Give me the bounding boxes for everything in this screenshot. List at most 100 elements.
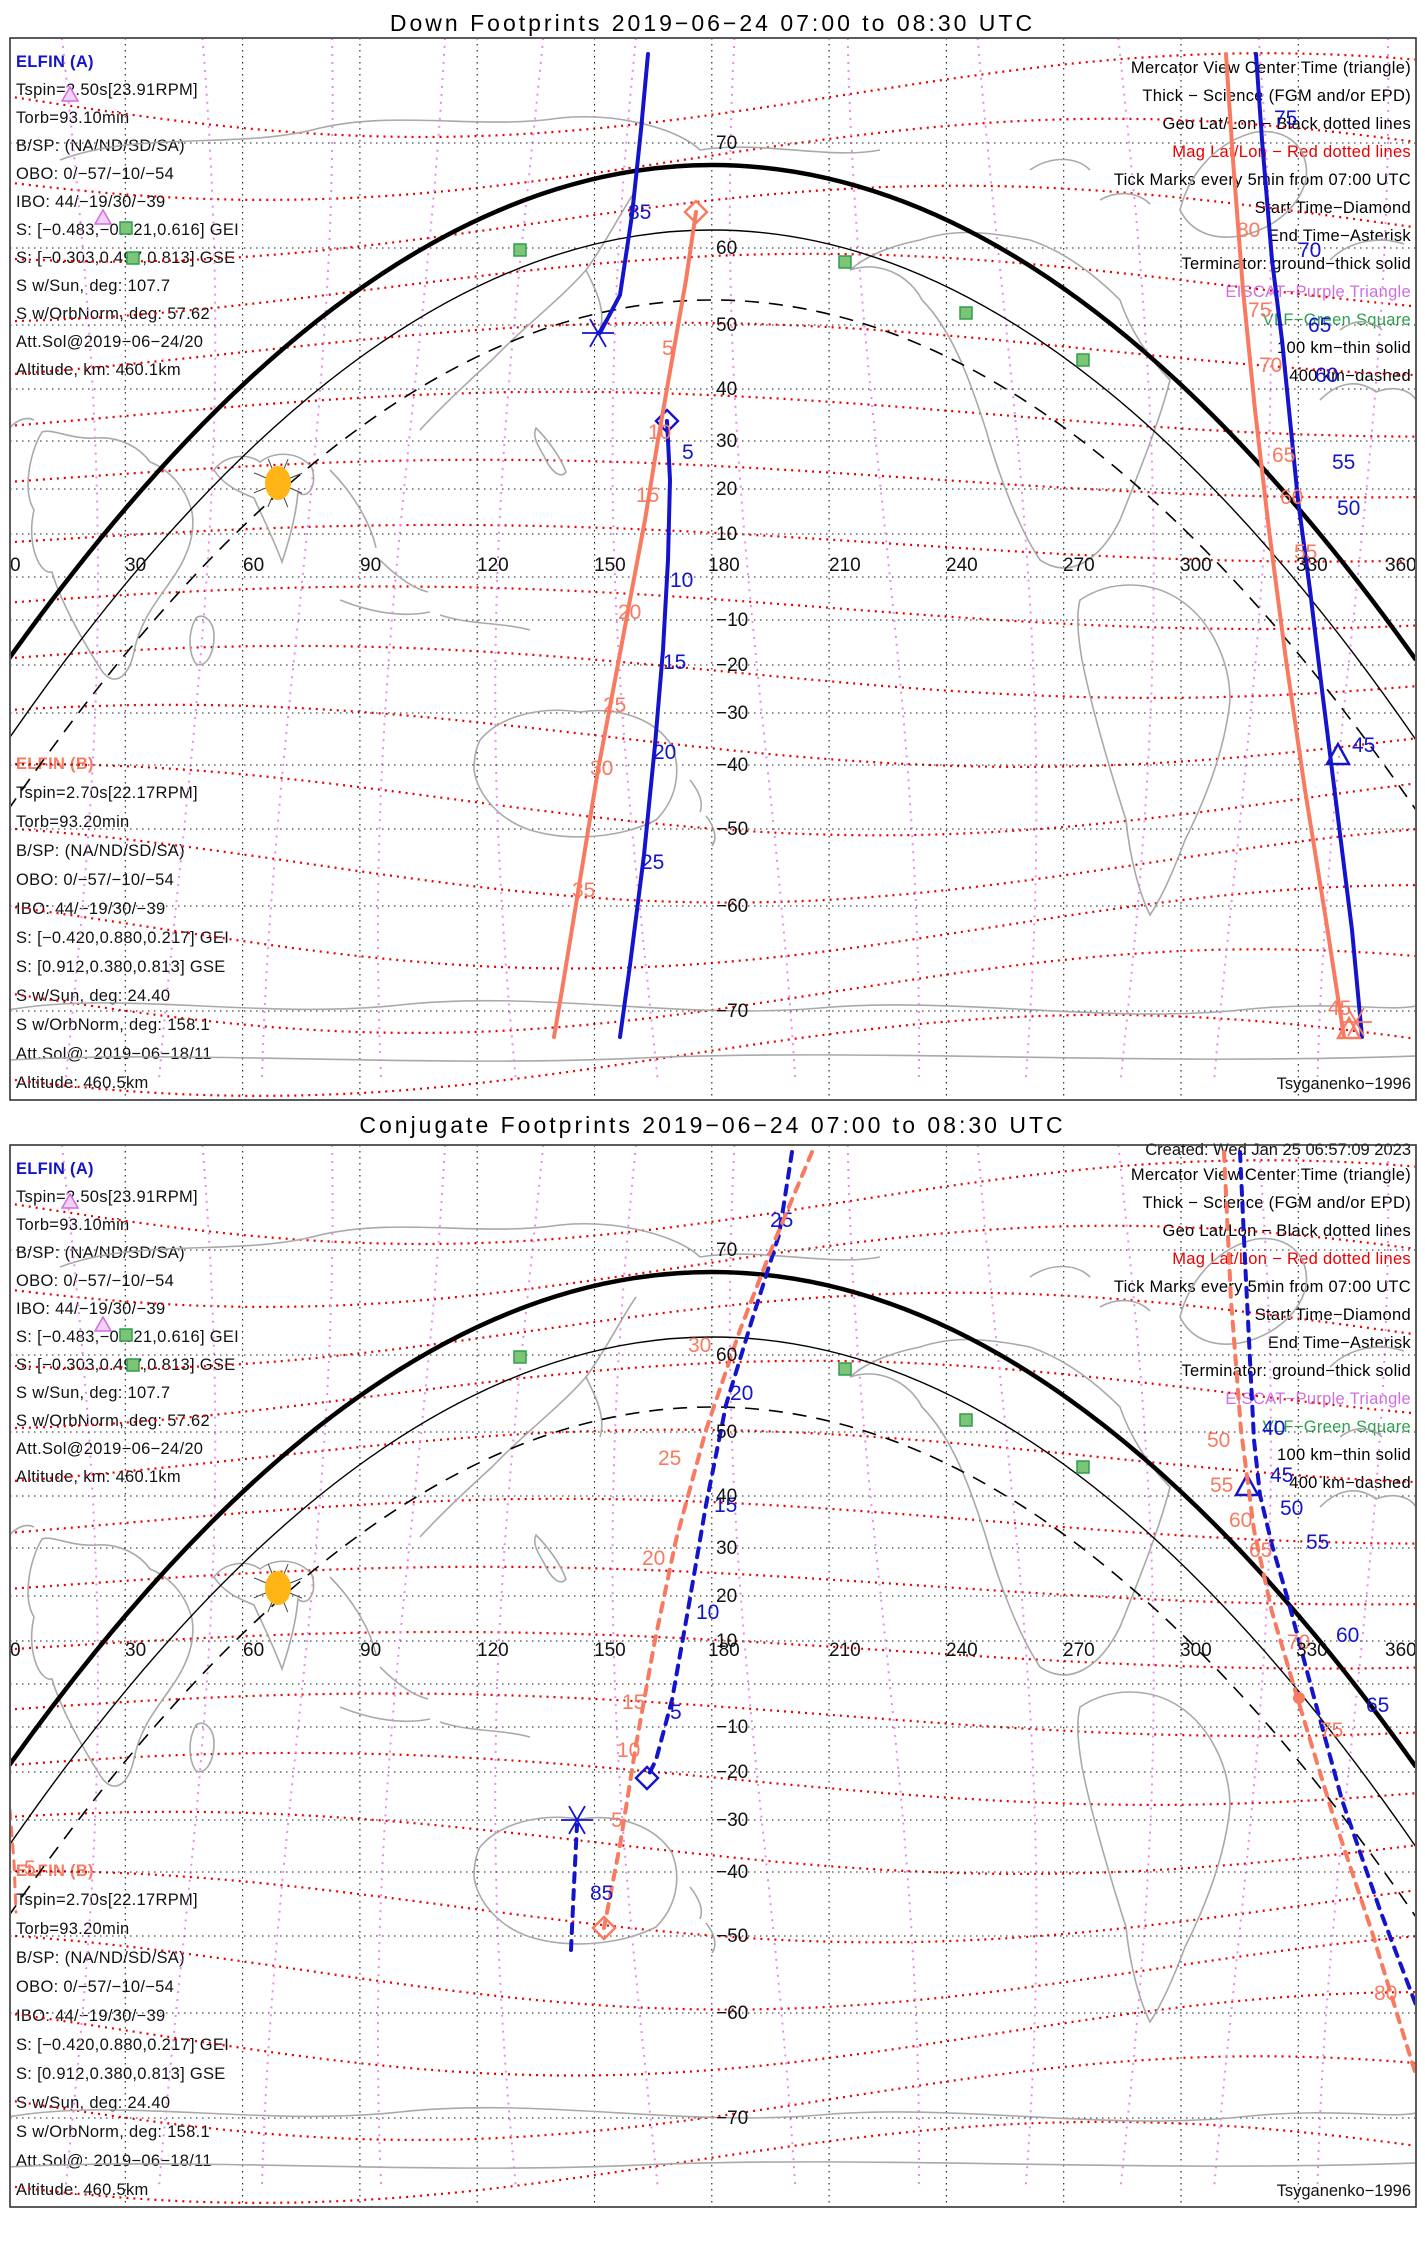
lat-axis-label: 50 — [716, 315, 737, 336]
info-line: S: [−0.483,−0.621,0.616] GEI — [16, 221, 240, 239]
panel1-title: Down Footprints 2019−06−24 07:00 to 08:3… — [389, 10, 1036, 36]
legend-line: Tick Marks every 5min from 07:00 UTC — [1113, 171, 1411, 189]
mag-lon-line — [846, 39, 921, 1083]
track-tick-label: 5 — [670, 1701, 682, 1724]
coastline — [1077, 584, 1231, 917]
coastline — [189, 615, 215, 666]
coastline — [533, 1533, 567, 1583]
legend-line: Tick Marks every 5min from 07:00 UTC — [1113, 1278, 1411, 1296]
legend-line: Start Time−Diamond — [1254, 199, 1411, 217]
mag-lon-line — [611, 39, 659, 1083]
track-tick-label: 50 — [1280, 1497, 1303, 1520]
legend-line: EISCAT−Purple Triangle — [1225, 283, 1411, 301]
info-line: S w/OrbNorm, deg: 158.1 — [16, 2123, 210, 2141]
track-tick-label: 10 — [648, 421, 671, 444]
track-tick-label: 65 — [1249, 1539, 1272, 1562]
lat-axis-label: 70 — [716, 1240, 737, 1261]
legend-line: 100 km−thin solid — [1277, 339, 1411, 357]
coastline — [585, 1376, 603, 1438]
lon-axis-label: 150 — [594, 1640, 626, 1661]
track-tick-label: 10 — [670, 569, 693, 592]
mag-lon-line — [611, 1146, 659, 2190]
start-time-diamond-icon — [634, 1765, 660, 1791]
mag-lat-line — [11, 1751, 1415, 1807]
info-line: B/SP: (NA/ND/SD/SA) — [16, 137, 185, 155]
lat-axis-label: −20 — [716, 655, 748, 676]
lon-axis-label: 120 — [477, 1640, 509, 1661]
lat-axis-label: 40 — [716, 379, 737, 400]
center-time-triangle-icon — [1324, 741, 1352, 766]
coastline — [699, 146, 881, 154]
info-line: B/SP: (NA/ND/SD/SA) — [16, 1244, 185, 1262]
lat-axis-label: −70 — [716, 2108, 748, 2129]
track-tick-label: 85 — [590, 1882, 613, 1905]
lon-axis-label: 240 — [946, 555, 978, 576]
track-tick-label: 20 — [653, 741, 676, 764]
legend-line: Geo Lat/Lon − Black dotted lines — [1162, 1222, 1411, 1240]
coastline — [189, 1722, 215, 1773]
mag-lon-line — [260, 1146, 334, 2190]
track-tick-label: 65 — [1272, 444, 1295, 467]
track-tick-label: 25 — [641, 851, 664, 874]
panel2-title: Conjugate Footprints 2019−06−24 07:00 to… — [359, 1112, 1066, 1138]
track-tick-label: 20 — [730, 1382, 753, 1405]
lat-axis-label: 20 — [716, 479, 737, 500]
coastline — [689, 1886, 716, 1954]
coastline — [379, 559, 429, 593]
legend-line: Mag Lat/Lon − Red dotted lines — [1172, 143, 1411, 161]
lon-axis-label: 60 — [243, 555, 264, 576]
lat-axis-label: 40 — [716, 1486, 737, 1507]
lat-axis-label: −50 — [716, 819, 748, 840]
legend-line: 400 km−dashed — [1289, 1474, 1411, 1492]
legend-line: Geo Lat/Lon − Black dotted lines — [1162, 115, 1411, 133]
mag-lat-line — [11, 644, 1415, 700]
track-tick-label: 55 — [1294, 541, 1317, 564]
info-line: B/SP: (NA/ND/SD/SA) — [16, 1949, 185, 1967]
mag-lon-line — [494, 1146, 545, 2190]
lon-axis-label: 0 — [10, 1640, 21, 1661]
legend-line: Mercator View Center Time (triangle) — [1130, 1166, 1411, 1184]
legend-line: EISCAT−Purple Triangle — [1225, 1390, 1411, 1408]
lat-axis-label: 60 — [716, 238, 737, 259]
track-tick-label: 25 — [603, 694, 626, 717]
track-tick-label: 85 — [628, 201, 651, 224]
info-line: OBO: 0/−57/−10/−54 — [16, 871, 175, 889]
coastline — [213, 1560, 315, 1672]
lat-axis-label: 10 — [716, 524, 737, 545]
lon-axis-label: 300 — [1180, 555, 1212, 576]
info-line: S: [−0.483,−0.621,0.616] GEI — [16, 1328, 240, 1346]
legend-panel2: Mercator View Center Time (triangle) Thic… — [1114, 1161, 1411, 1497]
track-tick-label: 5 — [611, 1809, 623, 1832]
mag-lon-line — [260, 39, 334, 1083]
track-line — [618, 419, 673, 1039]
mag-lat-line — [11, 458, 1415, 499]
coastline — [11, 1524, 35, 1535]
info-line: Att.Sol@2019−06−24/20 — [16, 333, 204, 351]
lon-axis-label: 60 — [243, 1640, 264, 1661]
coastline — [699, 1253, 881, 1261]
info-line: S w/OrbNorm, deg: 57.62 — [16, 1412, 210, 1430]
track-tick-label: 45 — [1328, 997, 1351, 1020]
mag-lat-line — [11, 1692, 1415, 1738]
track-tick-label: 60 — [1336, 1624, 1359, 1647]
legend-line: Mercator View Center Time (triangle) — [1130, 59, 1411, 77]
info-line: Tspin=2.70s[22.17RPM] — [16, 1891, 198, 1909]
track-tick-label: 75 — [1320, 1719, 1343, 1742]
track-tick-label: 65 — [1366, 1694, 1389, 1717]
mag-lat-line — [11, 1565, 1415, 1606]
info-line: B/SP: (NA/ND/SD/SA) — [16, 842, 185, 860]
mag-lon-line — [376, 39, 446, 1083]
coastline — [27, 430, 194, 680]
track-tick-label: 20 — [618, 601, 641, 624]
info-line: S: [−0.420,0.880,0.217] GEI — [16, 929, 230, 947]
info-line: S w/Sun, deg: 24.40 — [16, 2094, 171, 2112]
lat-axis-label: −70 — [716, 1001, 748, 1022]
legend-line: Mag Lat/Lon − Red dotted lines — [1172, 1250, 1411, 1268]
legend-line: End Time−Asterisk — [1267, 1334, 1411, 1352]
info-line: Att.Sol@2019−06−24/20 — [16, 1440, 204, 1458]
legend-line: End Time−Asterisk — [1267, 227, 1411, 245]
track-elfin-a-conj-polar: 85 — [561, 1805, 613, 1952]
legend-line: 100 km−thin solid — [1277, 1446, 1411, 1464]
coastline — [379, 1666, 429, 1700]
info-line: Att.Sol@: 2019−06−18/11 — [16, 2152, 212, 2170]
